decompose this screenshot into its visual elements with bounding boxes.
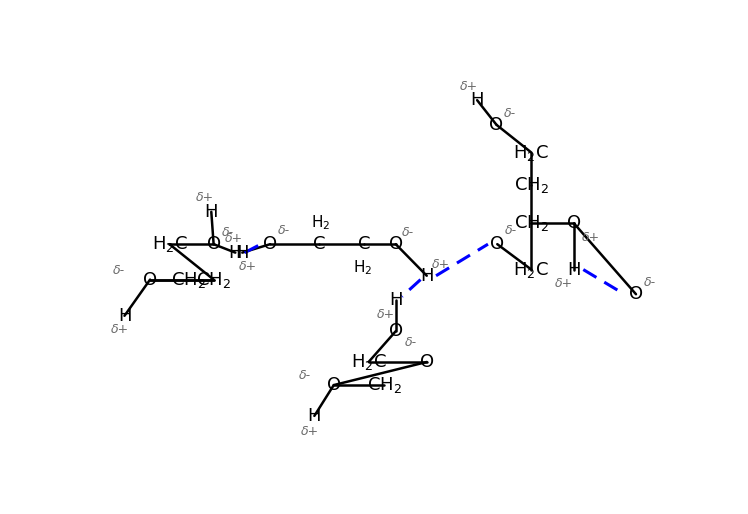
Text: δ+: δ+	[301, 425, 319, 438]
Text: O: O	[327, 376, 341, 394]
Text: O: O	[420, 353, 434, 371]
Text: C: C	[358, 235, 370, 253]
Text: O: O	[489, 116, 503, 134]
Text: δ-: δ-	[504, 107, 516, 120]
Text: H: H	[420, 267, 434, 285]
Text: H: H	[229, 244, 242, 262]
Text: δ-: δ-	[505, 224, 517, 237]
Text: δ+: δ+	[460, 80, 478, 93]
Text: δ+: δ+	[239, 260, 257, 273]
Text: O: O	[629, 285, 643, 303]
Text: δ-: δ-	[113, 264, 125, 277]
Text: H: H	[470, 91, 484, 109]
Text: CH$_2$: CH$_2$	[514, 175, 549, 195]
Text: H: H	[307, 407, 321, 425]
Text: O: O	[567, 214, 581, 232]
Text: H: H	[389, 291, 402, 309]
Text: δ+: δ+	[196, 192, 214, 205]
Text: CH$_2$: CH$_2$	[171, 269, 206, 289]
Text: δ+: δ+	[111, 323, 129, 336]
Text: H$_2$C: H$_2$C	[513, 260, 549, 280]
Text: CH$_2$: CH$_2$	[514, 213, 549, 233]
Text: δ+: δ+	[225, 232, 243, 245]
Text: H: H	[204, 203, 218, 221]
Text: O: O	[143, 270, 157, 288]
Text: H$_2$C: H$_2$C	[351, 352, 387, 372]
Text: δ-: δ-	[402, 226, 414, 239]
Text: δ-: δ-	[299, 370, 311, 382]
Text: O: O	[490, 235, 504, 253]
Text: δ+: δ+	[554, 277, 573, 290]
Text: H$_2$: H$_2$	[311, 213, 330, 232]
Text: δ-: δ-	[405, 336, 417, 349]
Text: δ-: δ-	[644, 276, 656, 289]
Text: δ+: δ+	[376, 308, 394, 321]
Text: H$_2$C: H$_2$C	[152, 234, 187, 254]
Text: δ+: δ+	[582, 231, 600, 244]
Text: δ+: δ+	[432, 258, 450, 271]
Text: CH$_2$: CH$_2$	[367, 375, 402, 395]
Text: H: H	[567, 261, 580, 279]
Text: H: H	[117, 307, 131, 325]
Text: δ-: δ-	[278, 224, 290, 237]
Text: H: H	[236, 244, 249, 262]
Text: O: O	[263, 235, 278, 253]
Text: CH$_2$: CH$_2$	[196, 269, 231, 289]
Text: H$_2$: H$_2$	[353, 258, 372, 277]
Text: H$_2$C: H$_2$C	[513, 142, 549, 162]
Text: O: O	[206, 235, 221, 253]
Text: C: C	[313, 235, 325, 253]
Text: O: O	[389, 235, 403, 253]
Text: O: O	[389, 322, 403, 340]
Text: δ-: δ-	[221, 226, 233, 239]
